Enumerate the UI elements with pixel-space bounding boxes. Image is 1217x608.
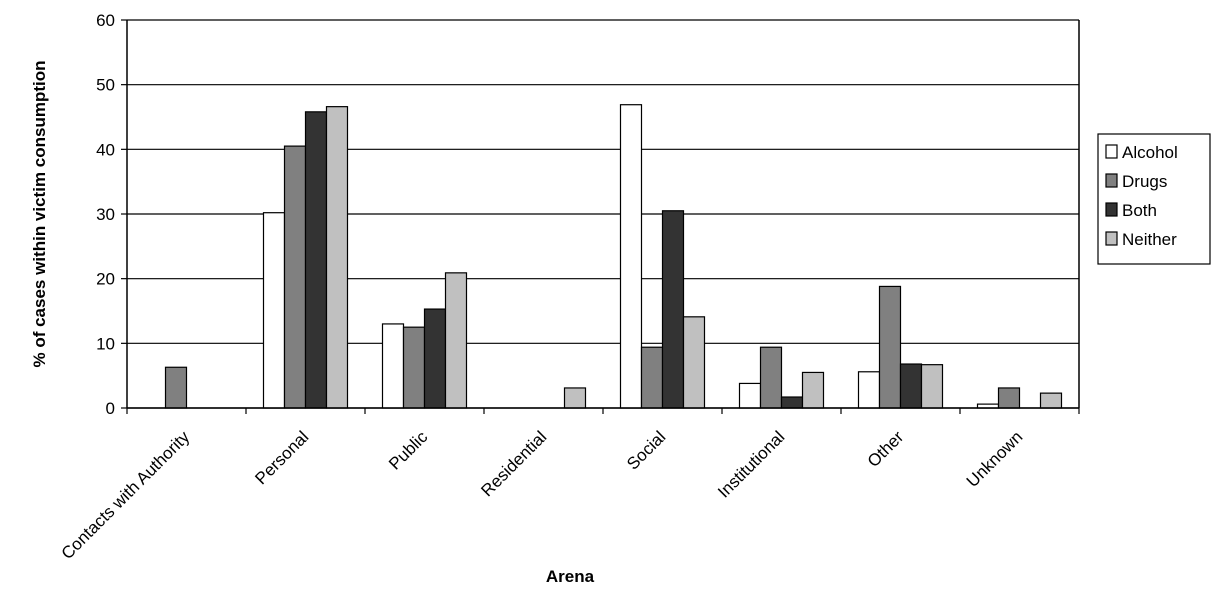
legend-label-drugs: Drugs <box>1122 172 1167 191</box>
bar-alcohol-other <box>857 371 881 409</box>
bar-neither-other <box>920 364 944 409</box>
y-axis-title: % of cases within victim consumption <box>30 61 49 368</box>
legend-swatch-neither <box>1105 231 1118 246</box>
bar-drugs-institutional <box>759 346 783 409</box>
x-tick-labels: Contacts with Authority Personal Public Res… <box>58 427 1027 563</box>
bar-alcohol-public <box>381 323 405 409</box>
x-tick-label: Other <box>864 427 908 471</box>
x-axis-title: Arena <box>546 567 595 586</box>
x-tick-label: Social <box>623 427 669 473</box>
bar-both-other <box>899 363 923 409</box>
bar-neither-institutional <box>801 371 825 409</box>
bar-alcohol-institutional <box>738 382 762 409</box>
x-tick-label: Contacts with Authority <box>58 427 194 563</box>
bar-drugs-unknown <box>997 387 1021 409</box>
bar-neither-social <box>682 316 706 409</box>
x-tick-label: Unknown <box>963 427 1027 491</box>
y-tick-labels: 0 10 20 30 40 50 60 <box>96 11 115 418</box>
y-tick-label: 0 <box>106 399 115 418</box>
x-tick-label: Residential <box>477 427 550 500</box>
bar-neither-unknown <box>1039 392 1063 409</box>
y-tick-label: 50 <box>96 76 115 95</box>
legend-label-alcohol: Alcohol <box>1122 143 1178 162</box>
legend: Alcohol Drugs Both Neither <box>1097 133 1211 265</box>
bar-drugs-public <box>402 326 426 409</box>
legend-swatch-drugs <box>1105 173 1118 188</box>
bar-alcohol-social <box>619 104 643 409</box>
bar-drugs-other <box>878 285 902 409</box>
bar-neither-personal <box>325 106 349 409</box>
y-tick-label: 60 <box>96 11 115 30</box>
legend-swatch-both <box>1105 202 1118 217</box>
y-tick-label: 20 <box>96 270 115 289</box>
bar-neither-residential <box>563 387 587 409</box>
y-tick-label: 40 <box>96 140 115 159</box>
bar-both-public <box>423 308 447 409</box>
x-tick-label: Institutional <box>714 427 788 501</box>
bars <box>164 104 1063 409</box>
y-tick-label: 30 <box>96 205 115 224</box>
bar-alcohol-personal <box>262 212 286 409</box>
bar-both-institutional <box>780 396 804 409</box>
axes <box>121 19 1080 414</box>
legend-swatch-alcohol <box>1105 144 1118 159</box>
bar-drugs-contacts-with-authority <box>164 366 188 409</box>
legend-label-neither: Neither <box>1122 230 1177 249</box>
legend-label-both: Both <box>1122 201 1157 220</box>
x-tick-label: Public <box>385 427 432 474</box>
y-tick-label: 10 <box>96 334 115 353</box>
bar-neither-public <box>444 272 468 409</box>
x-tick-label: Personal <box>251 427 312 488</box>
bar-drugs-social <box>640 346 664 409</box>
bar-both-social <box>661 210 685 409</box>
bar-drugs-personal <box>283 145 307 409</box>
bar-both-personal <box>304 111 328 409</box>
